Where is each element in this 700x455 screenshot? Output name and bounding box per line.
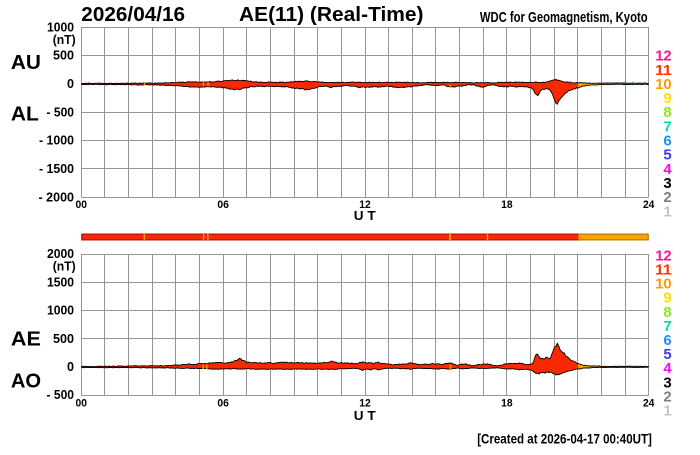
svg-text:AE(11) (Real-Time): AE(11) (Real-Time) xyxy=(239,4,424,26)
svg-text:24: 24 xyxy=(643,199,655,211)
svg-text:00: 00 xyxy=(76,398,88,410)
svg-text:- 2000: - 2000 xyxy=(39,190,75,204)
svg-text:2000: 2000 xyxy=(47,247,74,261)
svg-text:11: 11 xyxy=(655,262,672,279)
svg-text:2: 2 xyxy=(663,388,671,405)
svg-text:7: 7 xyxy=(663,318,671,335)
svg-text:8: 8 xyxy=(663,304,671,321)
svg-text:8: 8 xyxy=(663,104,671,121)
svg-text:12: 12 xyxy=(359,199,371,211)
svg-text:9: 9 xyxy=(663,90,671,107)
svg-text:2: 2 xyxy=(663,189,671,206)
svg-text:[Created at 2026-04-17 00:40UT: [Created at 2026-04-17 00:40UT] xyxy=(477,431,652,447)
svg-text:12: 12 xyxy=(655,247,672,264)
svg-text:11: 11 xyxy=(655,62,672,79)
svg-text:0: 0 xyxy=(67,360,74,374)
svg-text:7: 7 xyxy=(663,118,671,135)
svg-text:WDC for Geomagnetism, Kyoto: WDC for Geomagnetism, Kyoto xyxy=(480,9,648,26)
svg-text:12: 12 xyxy=(359,398,371,410)
svg-text:1: 1 xyxy=(663,203,671,220)
svg-text:10: 10 xyxy=(655,276,672,293)
svg-text:1: 1 xyxy=(663,403,671,420)
svg-text:AL: AL xyxy=(11,104,39,126)
svg-text:1500: 1500 xyxy=(47,275,74,289)
svg-text:6: 6 xyxy=(663,133,671,150)
svg-text:500: 500 xyxy=(53,332,74,346)
svg-text:24: 24 xyxy=(643,398,655,410)
svg-text:1000: 1000 xyxy=(47,20,74,34)
svg-text:- 500: - 500 xyxy=(47,388,75,402)
svg-text:10: 10 xyxy=(655,76,672,93)
svg-text:9: 9 xyxy=(663,290,671,307)
svg-text:0: 0 xyxy=(67,77,74,91)
svg-text:00: 00 xyxy=(76,199,88,211)
svg-text:3: 3 xyxy=(663,175,671,192)
svg-text:4: 4 xyxy=(663,161,672,178)
svg-text:06: 06 xyxy=(217,398,229,410)
svg-text:- 1500: - 1500 xyxy=(39,162,74,176)
svg-text:5: 5 xyxy=(663,147,671,164)
svg-text:500: 500 xyxy=(53,49,74,63)
svg-text:12: 12 xyxy=(655,48,672,65)
svg-text:2026/04/16: 2026/04/16 xyxy=(81,4,185,26)
svg-text:- 500: - 500 xyxy=(47,105,75,119)
svg-text:18: 18 xyxy=(501,199,513,211)
svg-text:AO: AO xyxy=(11,370,41,392)
svg-text:AU: AU xyxy=(11,52,41,74)
svg-text:1000: 1000 xyxy=(47,303,74,317)
svg-text:6: 6 xyxy=(663,332,671,349)
svg-text:4: 4 xyxy=(663,360,672,377)
svg-text:(nT): (nT) xyxy=(53,260,76,274)
svg-text:18: 18 xyxy=(501,398,513,410)
svg-text:5: 5 xyxy=(663,346,671,363)
svg-text:U T: U T xyxy=(354,208,376,223)
svg-text:- 1000: - 1000 xyxy=(39,134,74,148)
svg-text:(nT): (nT) xyxy=(53,33,76,47)
svg-text:06: 06 xyxy=(217,199,229,211)
svg-text:U T: U T xyxy=(354,408,376,423)
svg-text:3: 3 xyxy=(663,374,671,391)
svg-text:AE: AE xyxy=(11,328,41,350)
